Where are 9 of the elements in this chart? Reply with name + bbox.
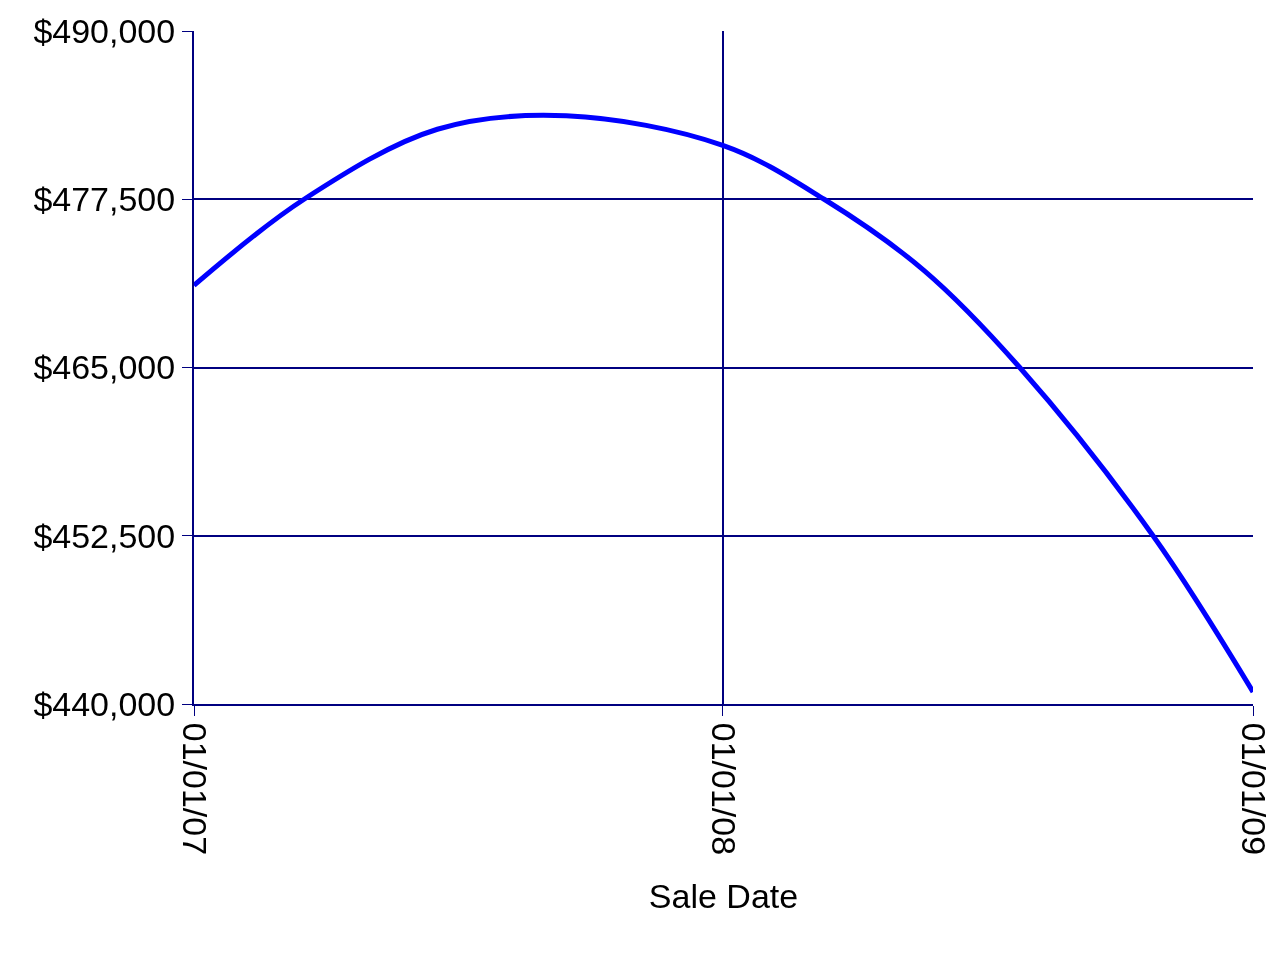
y-tick-label: $465,000 bbox=[33, 348, 176, 387]
x-axis-title: Sale Date bbox=[648, 876, 799, 915]
x-tick-label: 01/01/09 bbox=[1234, 722, 1273, 856]
y-tick-label: $452,500 bbox=[33, 516, 176, 555]
x-tick-label: 01/01/07 bbox=[175, 722, 214, 856]
x-tick-label: 01/01/08 bbox=[704, 722, 743, 856]
y-tick-label: $490,000 bbox=[33, 11, 176, 50]
y-tick-label: $440,000 bbox=[33, 684, 176, 723]
y-tick-label: $477,500 bbox=[33, 180, 176, 219]
